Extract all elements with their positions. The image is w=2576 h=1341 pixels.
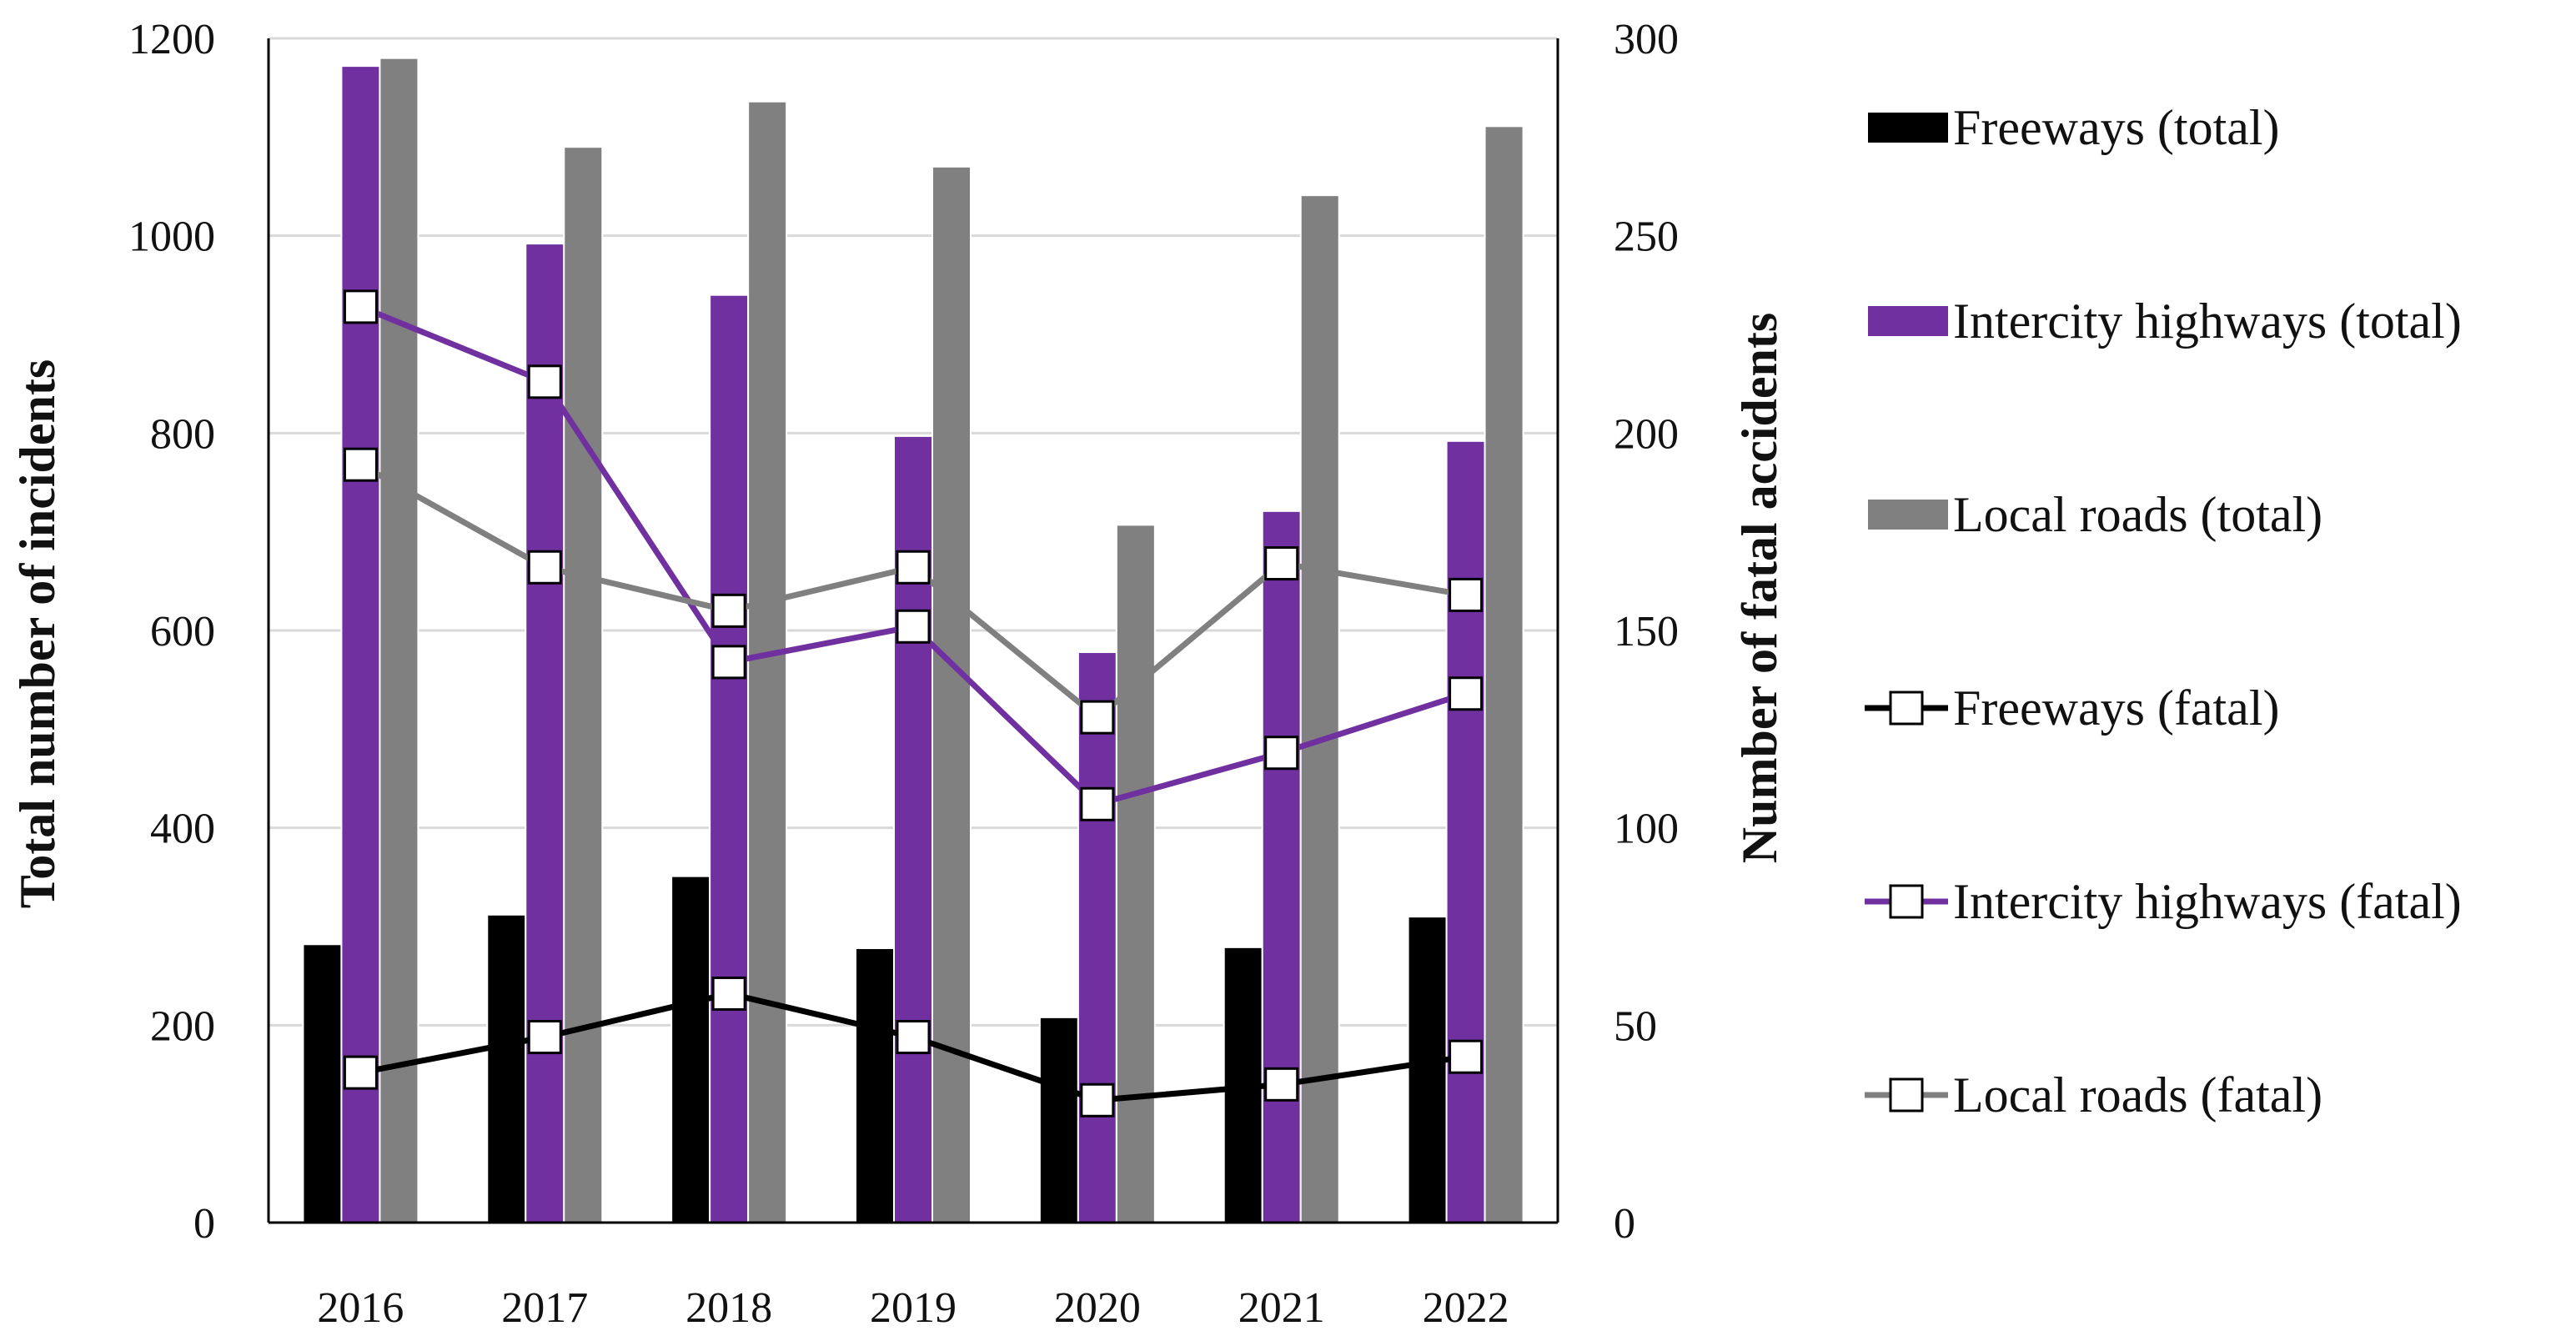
right-tick-label: 300 bbox=[1614, 16, 1679, 63]
legend-item: Freeways (total) bbox=[1868, 100, 2280, 155]
legend-item: Intercity highways (total) bbox=[1868, 294, 2462, 349]
data-point-marker bbox=[1449, 1039, 1484, 1074]
legend-label: Intercity highways (total) bbox=[1953, 294, 2462, 349]
legend-marker bbox=[1889, 691, 1924, 726]
bar bbox=[1077, 651, 1117, 1223]
data-point-marker bbox=[711, 976, 746, 1011]
bar bbox=[931, 165, 972, 1223]
tick-labels: 0 200 400 600 800 1000 1200 0 50 100 150 200 250 300 2… bbox=[128, 16, 1679, 1332]
data-point-marker bbox=[896, 1020, 931, 1055]
data-point-marker bbox=[343, 447, 378, 482]
data-point-marker bbox=[1264, 736, 1299, 771]
bar bbox=[709, 294, 750, 1224]
x-tick-label: 2022 bbox=[1423, 1284, 1509, 1332]
legend: Freeways (total) Intercity highways (tota… bbox=[1865, 100, 2462, 1123]
bar bbox=[670, 875, 711, 1224]
left-tick-label: 600 bbox=[150, 608, 215, 655]
legend-swatch bbox=[1868, 113, 1948, 143]
right-axis-title: Number of fatal accidents bbox=[1732, 313, 1787, 863]
data-point-marker bbox=[1080, 1082, 1115, 1118]
data-point-marker bbox=[1449, 676, 1484, 711]
legend-item: Intercity highways (fatal) bbox=[1865, 874, 2462, 929]
x-tick-label: 2020 bbox=[1054, 1284, 1141, 1332]
left-tick-label: 0 bbox=[193, 1200, 215, 1248]
bar bbox=[379, 57, 419, 1224]
data-point-marker bbox=[527, 364, 562, 399]
data-point-marker bbox=[1080, 786, 1115, 821]
legend-marker bbox=[1889, 884, 1924, 919]
legend-label: Freeways (total) bbox=[1953, 100, 2280, 155]
right-tick-label: 150 bbox=[1614, 608, 1679, 655]
left-tick-label: 400 bbox=[150, 806, 215, 853]
data-point-marker bbox=[1264, 546, 1299, 581]
data-point-marker bbox=[343, 289, 378, 324]
legend-label: Local roads (total) bbox=[1953, 487, 2322, 542]
legend-label: Intercity highways (fatal) bbox=[1953, 874, 2462, 929]
bar bbox=[1445, 439, 1486, 1223]
data-point-marker bbox=[1449, 577, 1484, 612]
data-point-marker bbox=[1080, 700, 1115, 735]
left-tick-label: 1000 bbox=[128, 213, 215, 261]
bar bbox=[1038, 1016, 1079, 1224]
x-tick-label: 2017 bbox=[501, 1284, 588, 1332]
bar bbox=[486, 913, 527, 1224]
x-tick-label: 2021 bbox=[1238, 1284, 1325, 1332]
data-point-marker bbox=[343, 1055, 378, 1090]
legend-marker bbox=[1889, 1077, 1924, 1112]
left-tick-label: 800 bbox=[150, 410, 215, 458]
left-axis-title: Total number of incidents bbox=[10, 359, 65, 908]
legend-label: Freeways (fatal) bbox=[1953, 681, 2279, 736]
data-point-marker bbox=[1264, 1067, 1299, 1102]
right-tick-label: 100 bbox=[1614, 806, 1679, 853]
data-point-marker bbox=[896, 550, 931, 585]
line-series-group bbox=[343, 289, 1484, 1118]
right-tick-label: 0 bbox=[1614, 1200, 1635, 1248]
bar bbox=[747, 100, 788, 1224]
data-point-marker bbox=[896, 609, 931, 644]
bar bbox=[1261, 510, 1302, 1223]
bar bbox=[1299, 194, 1340, 1223]
data-point-marker bbox=[527, 1020, 562, 1055]
data-point-marker bbox=[711, 593, 746, 628]
right-tick-label: 50 bbox=[1614, 1002, 1657, 1050]
legend-item: Local roads (total) bbox=[1868, 487, 2322, 542]
x-tick-label: 2019 bbox=[870, 1284, 957, 1332]
legend-label: Local roads (fatal) bbox=[1953, 1067, 2322, 1123]
bar bbox=[1115, 524, 1156, 1223]
bar bbox=[302, 943, 343, 1224]
left-tick-label: 1200 bbox=[128, 16, 215, 63]
legend-item: Freeways (fatal) bbox=[1865, 681, 2279, 736]
data-point-marker bbox=[711, 645, 746, 680]
bar bbox=[1407, 916, 1448, 1223]
legend-item: Local roads (fatal) bbox=[1865, 1067, 2322, 1123]
data-point-marker bbox=[527, 550, 562, 585]
bar bbox=[1484, 125, 1524, 1224]
bar bbox=[340, 65, 381, 1224]
x-tick-label: 2018 bbox=[685, 1284, 772, 1332]
legend-swatch bbox=[1868, 500, 1948, 530]
bar bbox=[855, 947, 895, 1223]
left-tick-label: 200 bbox=[150, 1002, 215, 1050]
bar bbox=[563, 146, 604, 1224]
right-tick-label: 200 bbox=[1614, 410, 1679, 458]
legend-swatch bbox=[1868, 306, 1948, 336]
axes bbox=[267, 38, 1559, 1224]
x-tick-label: 2016 bbox=[317, 1284, 404, 1332]
right-tick-label: 250 bbox=[1614, 213, 1679, 261]
